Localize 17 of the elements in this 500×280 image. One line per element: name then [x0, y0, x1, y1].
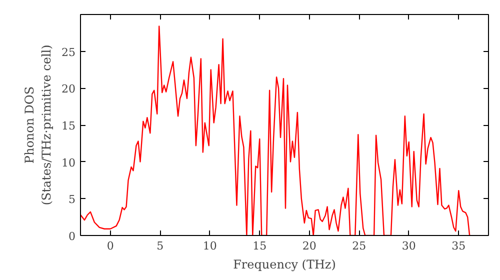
x-tick-label: 0 [106, 240, 114, 252]
x-tick-label: 25 [352, 240, 366, 252]
x-tick-label: 35 [452, 240, 466, 252]
x-tick-label: 15 [252, 240, 267, 252]
y-tick-label: 15 [62, 120, 76, 132]
line-series [80, 26, 470, 236]
x-axis-title: Frequency (THz) [233, 258, 336, 272]
y-axis-title: Phonon DOS (States/THz·primitive cell) [22, 44, 54, 206]
y-tick-label: 5 [68, 193, 76, 206]
x-tick-label: 20 [302, 240, 316, 252]
y-tick-label: 0 [68, 230, 76, 243]
y-tick-label: 20 [62, 82, 76, 96]
y-tick-label: 25 [62, 46, 76, 59]
x-tick-label: 30 [402, 240, 416, 252]
x-tick-label: 10 [202, 240, 217, 252]
y-tick-label: 10 [62, 156, 76, 170]
x-tick-label: 5 [156, 240, 164, 252]
